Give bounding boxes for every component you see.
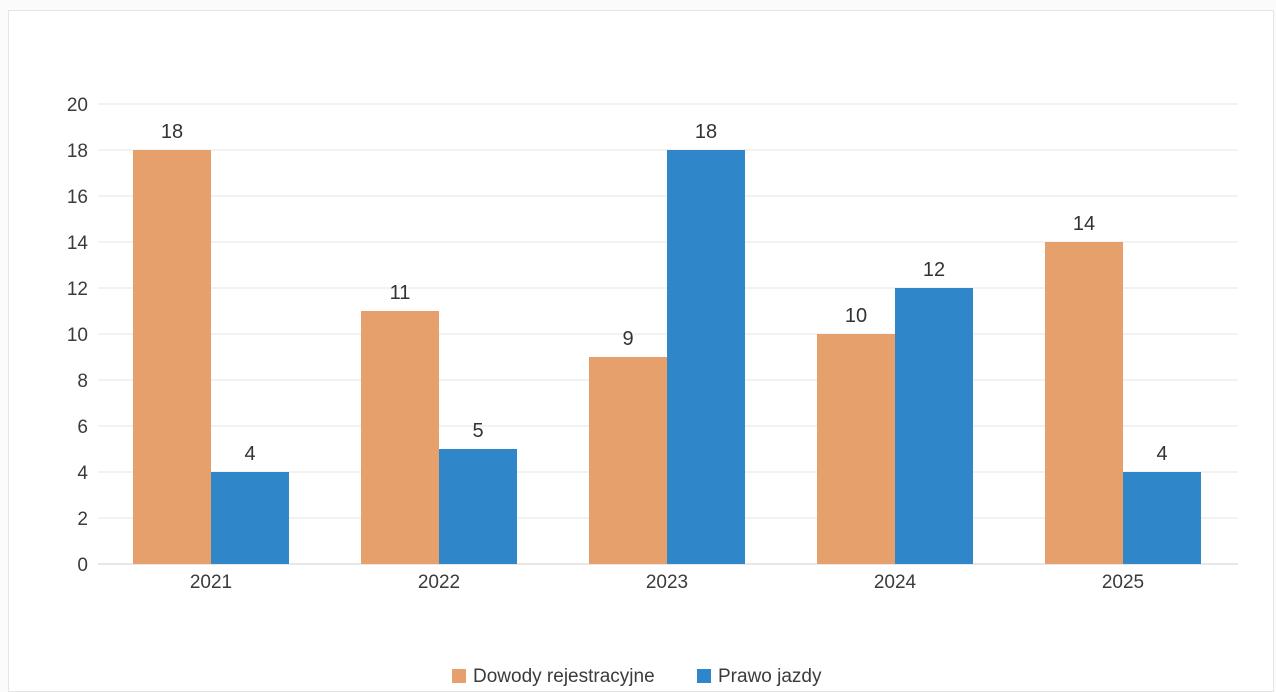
- y-tick-label-0: 0: [77, 555, 88, 576]
- data-label-prawo-jazdy-2022: 5: [472, 420, 483, 442]
- legend-swatch-prawo-jazdy: [697, 669, 711, 683]
- bar-prawo-jazdy-2025: [1123, 472, 1201, 564]
- x-tick-label-2021: 2021: [190, 572, 232, 593]
- data-label-dowody-rejestracyjne-2025: 14: [1073, 213, 1095, 235]
- y-tick-label-6: 6: [77, 417, 88, 438]
- bar-prawo-jazdy-2022: [439, 449, 517, 564]
- bar-prawo-jazdy-2024: [895, 288, 973, 564]
- legend-label-dowody-rejestracyjne: Dowody rejestracyjne: [473, 666, 655, 687]
- legend-label-prawo-jazdy: Prawo jazdy: [718, 666, 822, 687]
- y-tick-label-20: 20: [67, 95, 88, 116]
- bar-dowody-rejestracyjne-2024: [817, 334, 895, 564]
- y-tick-label-14: 14: [67, 233, 89, 254]
- x-tick-label-2024: 2024: [874, 572, 917, 593]
- x-tick-label-2023: 2023: [646, 572, 688, 593]
- bar-prawo-jazdy-2021: [211, 472, 289, 564]
- bar-prawo-jazdy-2023: [667, 150, 745, 564]
- data-label-prawo-jazdy-2021: 4: [244, 443, 255, 465]
- y-tick-label-12: 12: [67, 279, 88, 300]
- y-tick-label-8: 8: [77, 371, 88, 392]
- bar-dowody-rejestracyjne-2025: [1045, 242, 1123, 564]
- data-label-prawo-jazdy-2025: 4: [1156, 443, 1167, 465]
- y-tick-label-4: 4: [77, 463, 88, 484]
- data-label-dowody-rejestracyjne-2021: 18: [161, 121, 183, 143]
- y-tick-label-18: 18: [67, 141, 88, 162]
- data-label-dowody-rejestracyjne-2024: 10: [845, 305, 867, 327]
- labels: 0 2 4 6 8 10 12 14 16 18 20 18 4 2021 11 5 2022 9 18 2023 10…: [67, 95, 1168, 593]
- bar-dowody-rejestracyjne-2023: [589, 357, 667, 564]
- legend-swatch-dowody-rejestracyjne: [452, 669, 466, 683]
- bars: [133, 150, 1201, 564]
- data-label-prawo-jazdy-2023: 18: [695, 121, 717, 143]
- y-tick-label-2: 2: [77, 509, 88, 530]
- data-label-dowody-rejestracyjne-2023: 9: [622, 328, 633, 350]
- legend: Dowody rejestracyjne Prawo jazdy: [452, 666, 822, 687]
- x-tick-label-2022: 2022: [418, 572, 460, 593]
- data-label-dowody-rejestracyjne-2022: 11: [390, 282, 411, 304]
- x-tick-label-2025: 2025: [1102, 572, 1144, 593]
- y-tick-label-16: 16: [67, 187, 88, 208]
- bar-dowody-rejestracyjne-2021: [133, 150, 211, 564]
- data-label-prawo-jazdy-2024: 12: [923, 259, 945, 281]
- y-tick-label-10: 10: [67, 325, 88, 346]
- bar-dowody-rejestracyjne-2022: [361, 311, 439, 564]
